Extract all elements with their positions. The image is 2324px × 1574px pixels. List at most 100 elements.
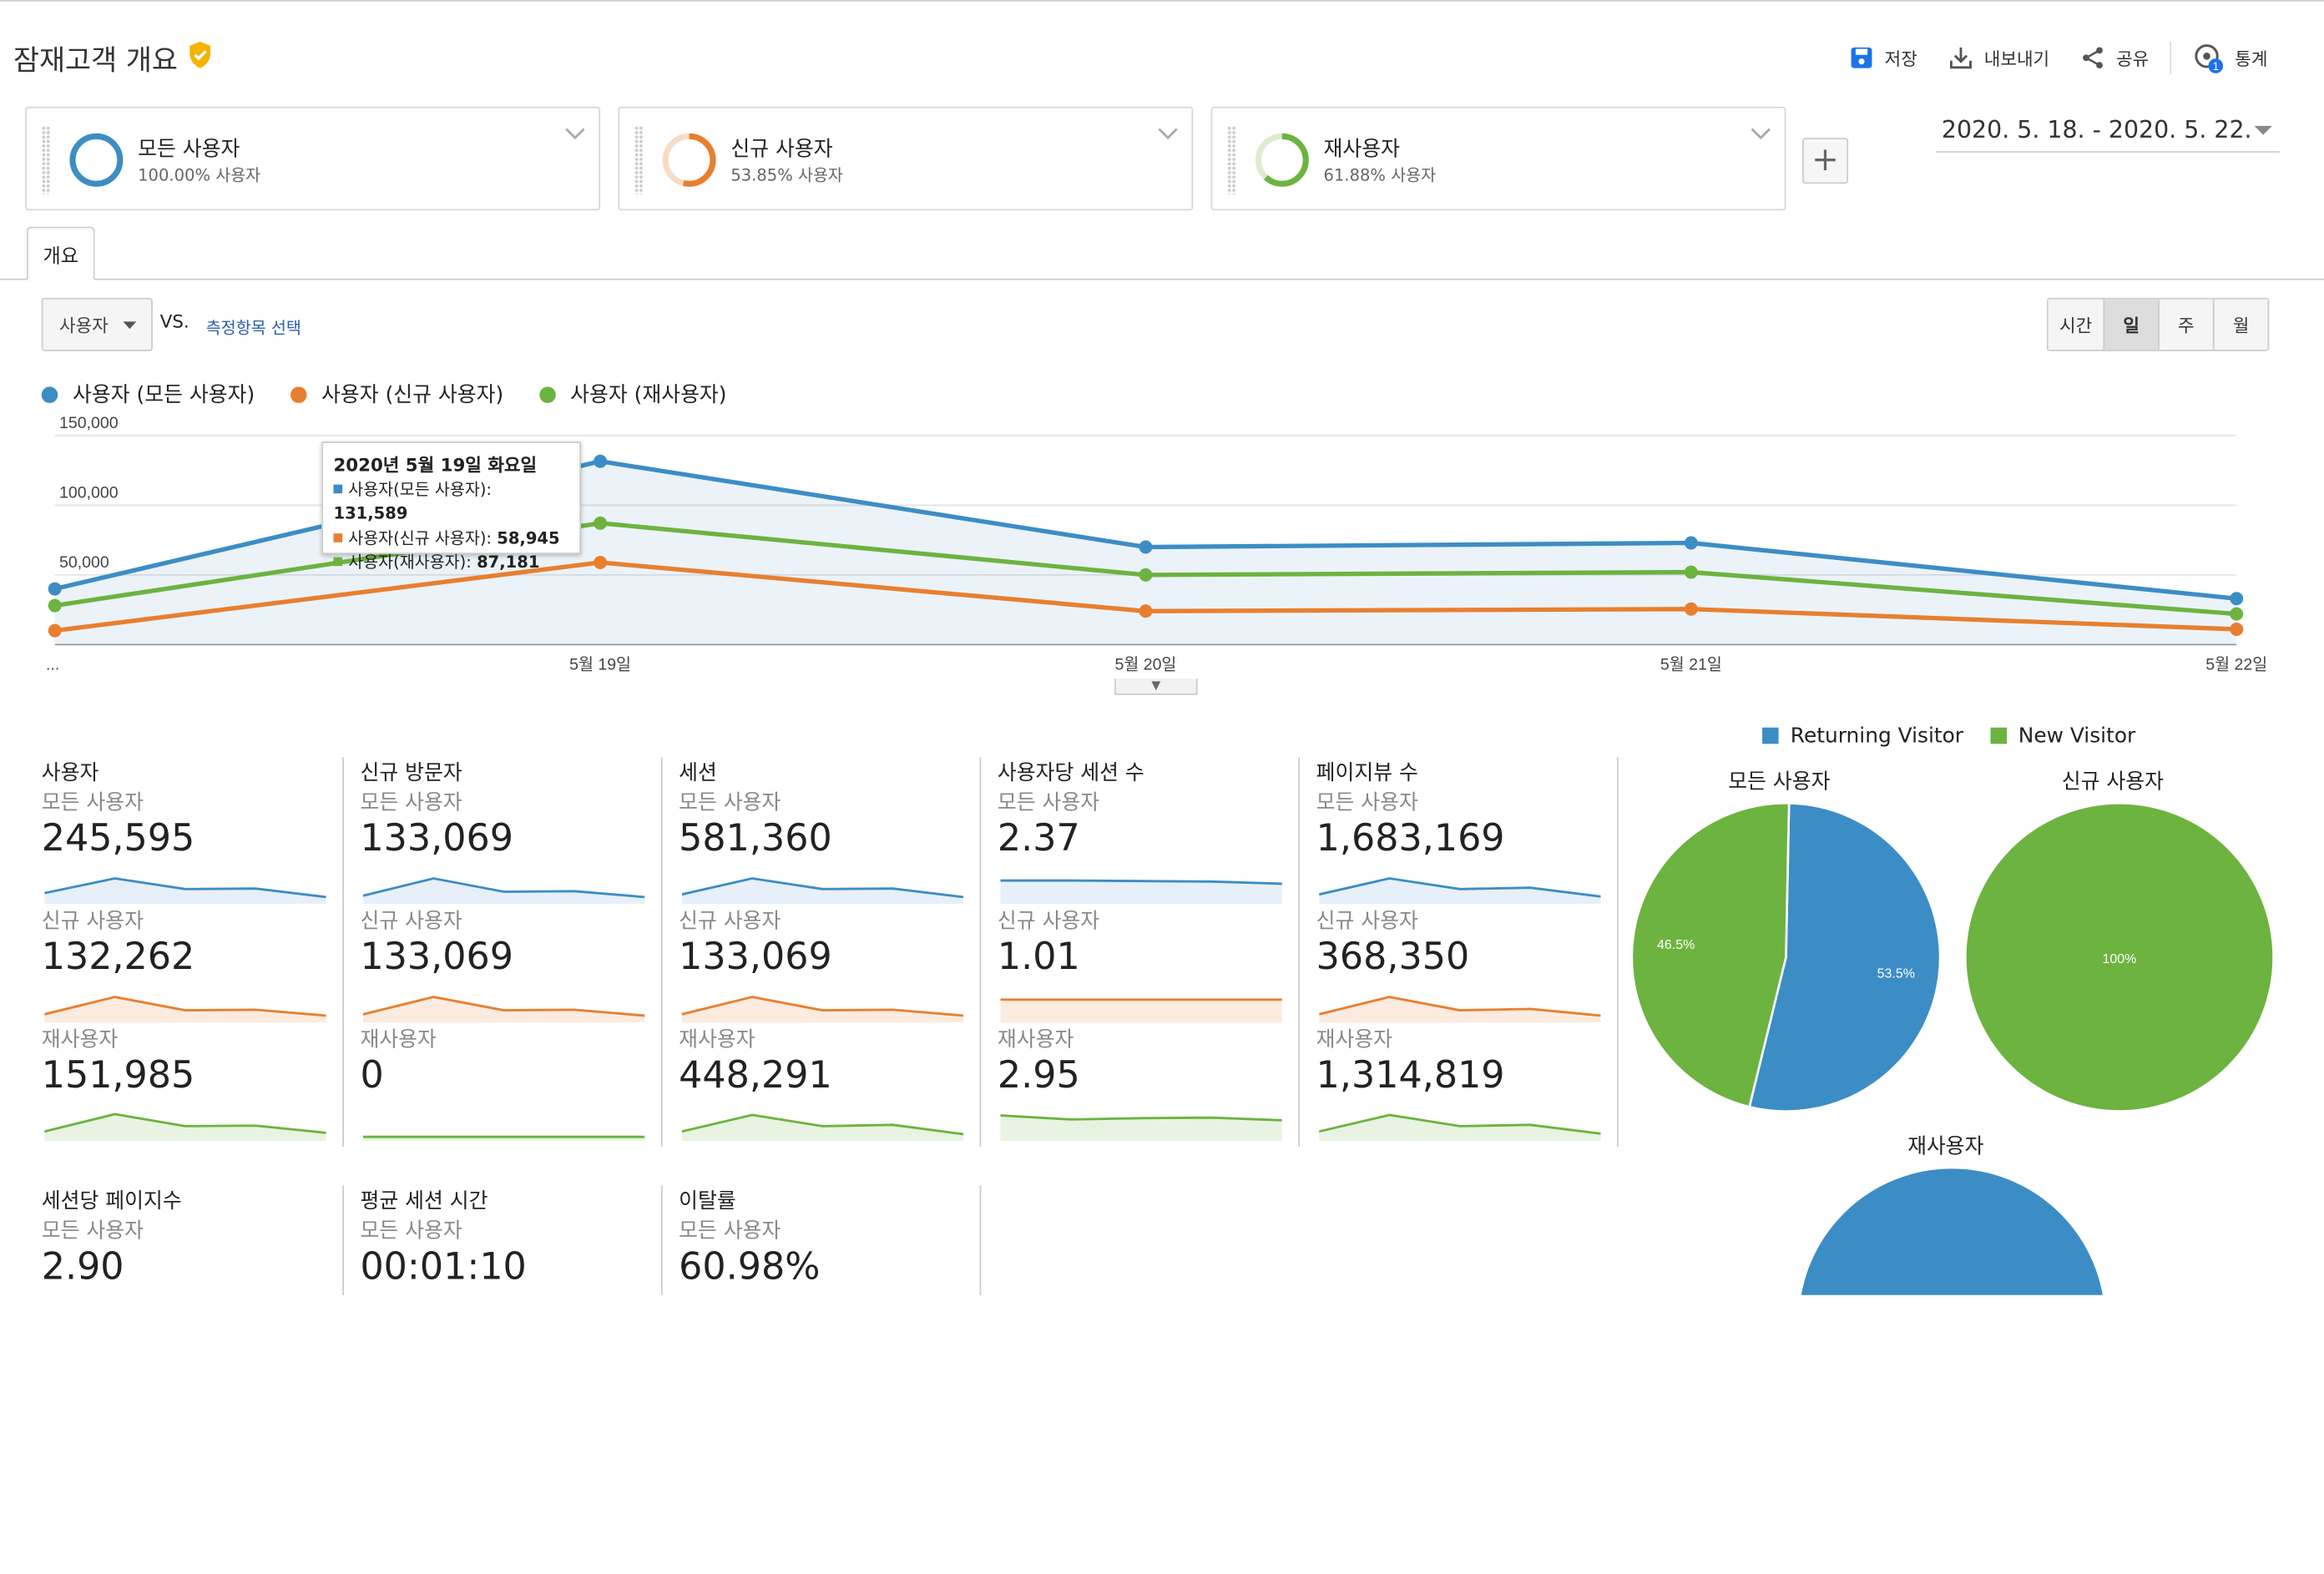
sparkline-line xyxy=(681,1113,964,1136)
metric-title: 이탈률 xyxy=(679,1189,736,1214)
insights-button[interactable]: 1 통계 xyxy=(2177,42,2282,74)
segment-ring-returning-users xyxy=(1255,133,1309,187)
export-button[interactable]: 내보내기 xyxy=(1932,42,2064,74)
metric-card[interactable]: 사용자 모든 사용자 245,595 신규 사용자 132,262 재사용자 151,985 xyxy=(42,757,361,1145)
sparkline xyxy=(1000,879,1282,905)
data-point-new-users[interactable] xyxy=(48,623,62,638)
metric-dropdown[interactable]: 사용자 xyxy=(41,297,153,351)
metric-segment-label: 모든 사용자 xyxy=(360,1219,462,1244)
time-button-week[interactable]: 주 xyxy=(2158,299,2213,351)
metric-value: 151,985 xyxy=(41,1053,195,1097)
chevron-down-icon[interactable] xyxy=(1749,126,1772,141)
page-title-row: 잠재고객 개요 xyxy=(13,38,214,78)
x-tick-label: 5월 19일 xyxy=(569,656,631,674)
sparkline-area xyxy=(44,878,326,905)
data-point-returning-users[interactable] xyxy=(2230,607,2244,621)
metric-title: 세션당 페이지수 xyxy=(41,1189,182,1214)
data-point-returning-users[interactable] xyxy=(1684,565,1698,579)
time-button-hour[interactable]: 시간 xyxy=(2048,299,2104,351)
tab-underline xyxy=(0,278,2324,280)
metric-card[interactable]: 평균 세션 시간 모든 사용자 00:01:10 xyxy=(360,1185,679,1573)
share-label: 공유 xyxy=(2116,48,2150,69)
metric-card[interactable]: 사용자당 세션 수 모든 사용자 2.37 신규 사용자 1.01 재사용자 2.95 xyxy=(998,757,1316,1145)
sparkline xyxy=(362,1135,645,1142)
sparkline-line xyxy=(362,996,645,1017)
pie-slice[interactable] xyxy=(1798,1166,2106,1295)
drag-handle-icon[interactable] xyxy=(41,125,51,194)
metric-card[interactable]: 세션당 페이지수 모든 사용자 2.90 xyxy=(42,1185,361,1573)
segment-card-all-users[interactable]: 모든 사용자 100.00% 사용자 xyxy=(25,106,601,211)
data-point-new-users[interactable] xyxy=(1139,604,1153,618)
data-point-all-users[interactable] xyxy=(2230,592,2244,606)
pie-legend-new[interactable]: New Visitor xyxy=(1989,724,2135,749)
metric-value: 133,069 xyxy=(679,935,832,978)
select-metric-link[interactable]: 측정항목 선택 xyxy=(205,318,301,338)
metric-card[interactable]: 이탈률 모든 사용자 60.98% xyxy=(679,1185,998,1573)
metric-card[interactable]: 신규 방문자 모든 사용자 133,069 신규 사용자 133,069 재사용자 0 xyxy=(360,757,679,1145)
legend-item-all-users[interactable]: 사용자 (모든 사용자) xyxy=(41,380,255,410)
pie-chart[interactable]: 100% xyxy=(1963,801,2275,1112)
card-divider xyxy=(660,757,663,1148)
segment-card-returning-users[interactable]: 재사용자 61.88% 사용자 xyxy=(1210,106,1786,211)
data-point-new-users[interactable] xyxy=(2230,622,2244,636)
legend-dot xyxy=(538,386,556,403)
metric-card[interactable]: 세션 모든 사용자 581,360 신규 사용자 133,069 재사용자 448,291 xyxy=(679,757,998,1145)
download-icon xyxy=(1949,47,1972,69)
sparkline-line xyxy=(1000,879,1282,885)
drag-handle-icon[interactable] xyxy=(634,125,644,194)
data-point-new-users[interactable] xyxy=(594,555,608,569)
metric-value: 133,069 xyxy=(360,816,514,860)
page-title: 잠재고객 개요 xyxy=(13,44,178,78)
pie-slice[interactable] xyxy=(1963,801,2275,1112)
legend-item-returning-users[interactable]: 사용자 (재사용자) xyxy=(538,380,727,410)
metric-card[interactable]: 페이지뷰 수 모든 사용자 1,683,169 신규 사용자 368,350 재사용자 1,… xyxy=(1316,757,1635,1145)
time-granularity-group: 시간 일 주 월 xyxy=(2046,297,2270,351)
data-point-all-users[interactable] xyxy=(1139,540,1153,554)
chevron-down-icon[interactable] xyxy=(1156,126,1180,141)
share-button[interactable]: 공유 xyxy=(2064,42,2164,74)
legend-dot xyxy=(290,386,307,403)
drag-handle-icon[interactable] xyxy=(1227,125,1236,194)
pie-slice[interactable] xyxy=(1747,801,1942,1112)
segment-card-new-users[interactable]: 신규 사용자 53.85% 사용자 xyxy=(618,106,1194,211)
sparkline xyxy=(1319,996,1601,1023)
sparkline xyxy=(44,996,326,1023)
collapse-chart-button[interactable]: ▼ xyxy=(1114,679,1198,695)
sparkline-area xyxy=(1000,1115,1282,1142)
legend-item-new-users[interactable]: 사용자 (신규 사용자) xyxy=(290,380,503,410)
metric-segment-label: 신규 사용자 xyxy=(997,910,1100,934)
metric-dropdown-value: 사용자 xyxy=(59,315,109,336)
time-button-day[interactable]: 일 xyxy=(2103,299,2159,351)
metric-title: 평균 세션 시간 xyxy=(360,1189,488,1214)
metric-segment-label: 모든 사용자 xyxy=(679,791,781,815)
segment-percent: 100.00% 사용자 xyxy=(138,165,261,185)
date-range-picker[interactable]: 2020. 5. 18. - 2020. 5. 22. xyxy=(1935,108,2280,153)
time-button-month[interactable]: 월 xyxy=(2212,299,2268,351)
data-point-returning-users[interactable] xyxy=(594,516,608,530)
add-segment-button[interactable]: + xyxy=(1802,138,1849,184)
tooltip-value: 87,181 xyxy=(477,552,540,573)
metric-value: 245,595 xyxy=(41,816,195,860)
sparkline-line xyxy=(1319,1113,1601,1135)
data-point-all-users[interactable] xyxy=(1684,536,1698,550)
save-button[interactable]: 저장 xyxy=(1832,42,1932,74)
tab-overview[interactable]: 개요 xyxy=(26,226,95,280)
data-point-all-users[interactable] xyxy=(48,582,62,596)
pie-chart[interactable]: 53.5% 46.5% xyxy=(1630,801,1942,1112)
date-range-text: 2020. 5. 18. - 2020. 5. 22. xyxy=(1941,115,2252,144)
sparkline xyxy=(362,996,645,1023)
legend-label: 사용자 (재사용자) xyxy=(570,383,727,408)
report-toolbar: 저장 내보내기 공유 1 통계 xyxy=(1832,41,2282,74)
x-tick-label: 5월 20일 xyxy=(1115,656,1177,674)
toolbar-divider xyxy=(2170,41,2171,74)
chevron-down-icon[interactable] xyxy=(563,126,587,141)
pie-legend-returning[interactable]: Returning Visitor xyxy=(1762,724,1963,749)
sparkline-area xyxy=(681,1114,964,1142)
pie-slice[interactable] xyxy=(1630,802,1791,1108)
pie-chart[interactable] xyxy=(1798,1166,2106,1295)
sparkline-area xyxy=(1319,878,1601,905)
data-point-returning-users[interactable] xyxy=(48,598,62,613)
data-point-returning-users[interactable] xyxy=(1139,568,1153,582)
data-point-all-users[interactable] xyxy=(594,454,608,468)
data-point-new-users[interactable] xyxy=(1684,602,1698,616)
